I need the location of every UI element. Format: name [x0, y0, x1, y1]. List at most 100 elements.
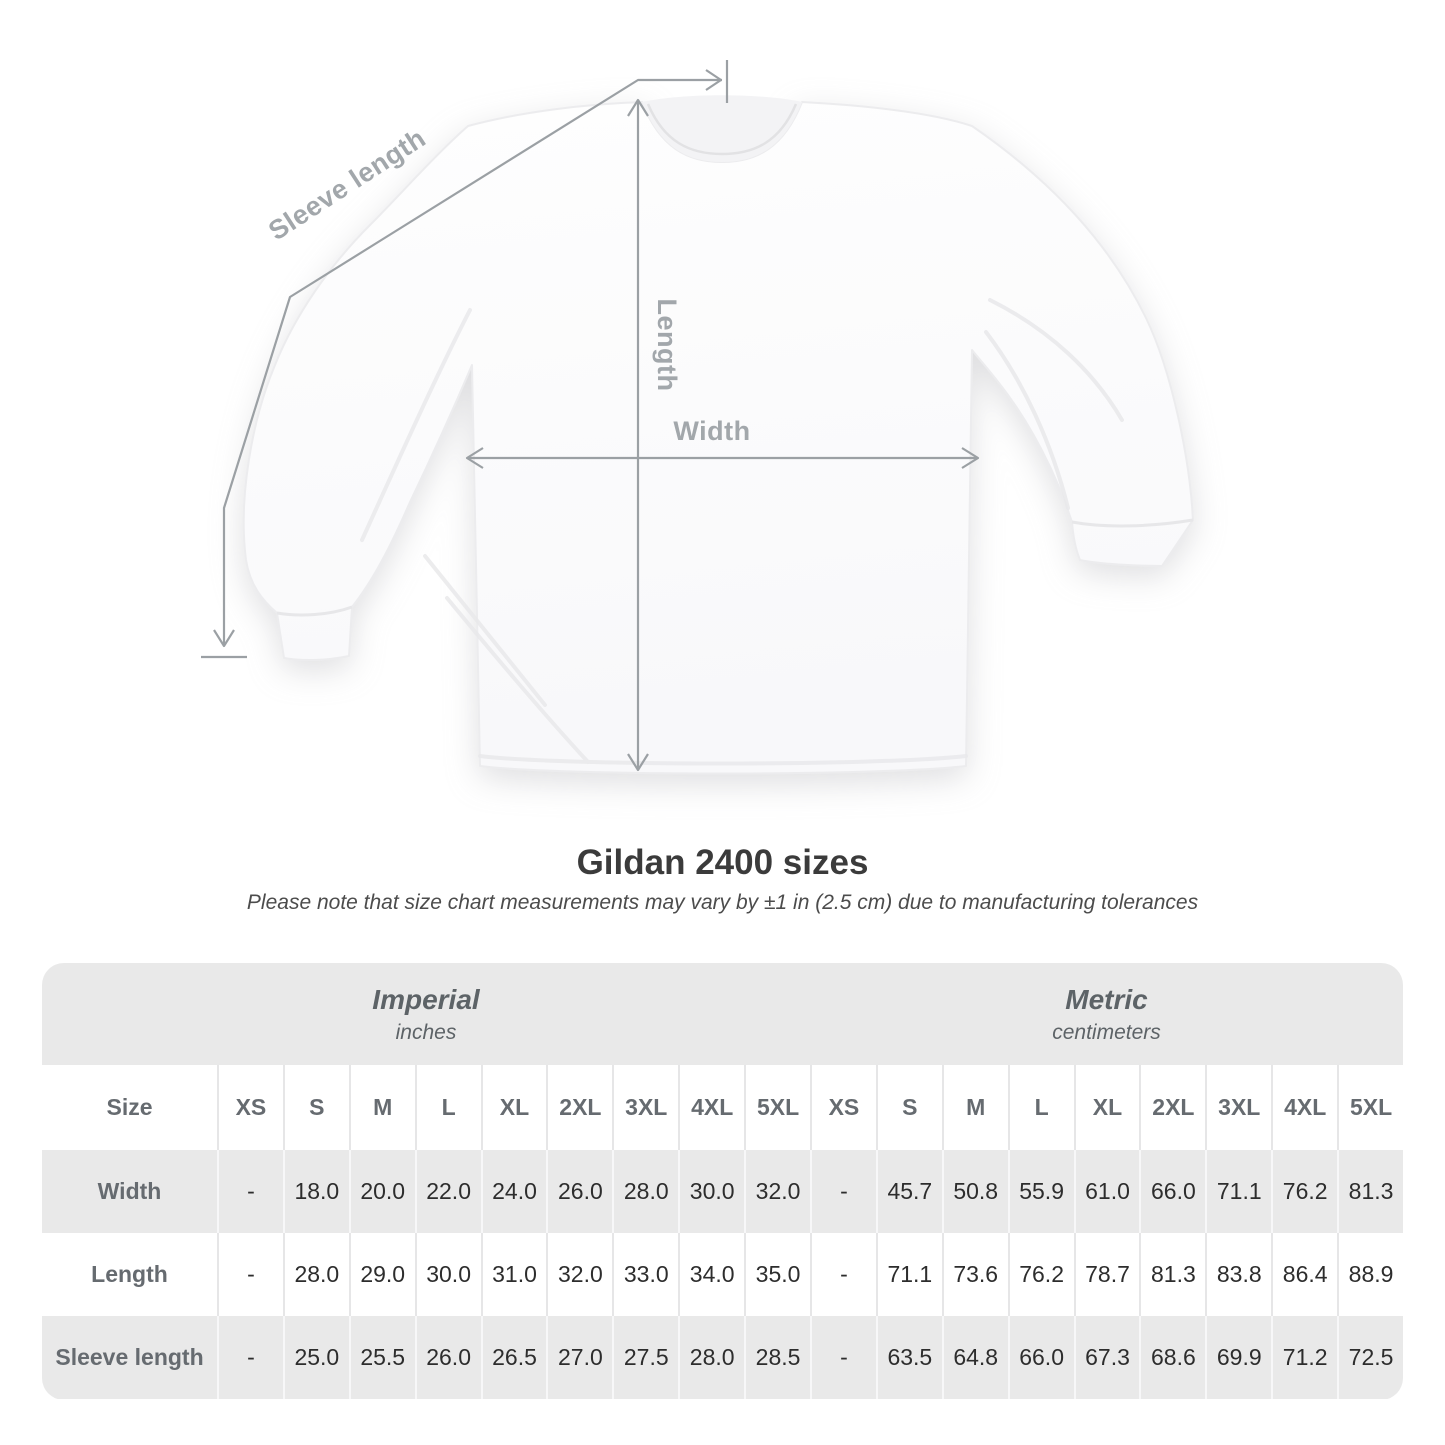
row-label: Width	[97, 1178, 162, 1204]
size-col-header-metric: XS	[809, 1065, 876, 1150]
left-cuff-seam	[276, 605, 353, 617]
size-col-header-imperial: XL	[480, 1065, 547, 1150]
value-cell-metric: 71.2	[1271, 1316, 1337, 1399]
value-cell-imperial: 24.0	[480, 1150, 547, 1233]
value-cell-metric: 73.6	[941, 1233, 1008, 1316]
value-cell-imperial: 32.0	[546, 1233, 612, 1316]
sleeve-length-arrow	[201, 60, 729, 659]
size-col-header-metric: 5XL	[1337, 1065, 1403, 1150]
length-arrow	[627, 98, 649, 772]
size-col-header-imperial: 4XL	[678, 1065, 744, 1150]
value-cell-metric: 86.4	[1271, 1233, 1337, 1316]
size-col-header-metric: 3XL	[1205, 1065, 1271, 1150]
value-cell-metric: 76.2	[1007, 1233, 1074, 1316]
size-col-header-metric: XL	[1073, 1065, 1140, 1150]
value-cell-imperial: 30.0	[678, 1150, 744, 1233]
value-cell-imperial: 27.0	[546, 1316, 612, 1399]
value-cell-metric: 66.0	[1139, 1150, 1205, 1233]
imperial-unit-label: inches	[395, 1020, 457, 1044]
size-col-header-imperial: 5XL	[744, 1065, 810, 1150]
value-cell-metric: 61.0	[1073, 1150, 1140, 1233]
value-cell-imperial: 31.0	[480, 1233, 547, 1316]
row-label: Sleeve length	[55, 1344, 204, 1370]
value-cell-imperial: 34.0	[678, 1233, 744, 1316]
shirt-silhouette	[242, 95, 1194, 775]
size-col-header-imperial: L	[414, 1065, 481, 1150]
value-cell-metric: -	[809, 1316, 876, 1399]
value-cell-metric: 45.7	[875, 1150, 942, 1233]
value-cell-metric: -	[809, 1233, 876, 1316]
value-cell-imperial: 25.5	[348, 1316, 415, 1399]
value-cell-imperial: 30.0	[414, 1233, 481, 1316]
value-cell-metric: 81.3	[1139, 1233, 1205, 1316]
value-cell-imperial: 28.0	[678, 1316, 744, 1399]
size-corner-label: Size	[106, 1094, 153, 1120]
value-cell-imperial: -	[217, 1316, 283, 1399]
value-cell-metric: 63.5	[875, 1316, 942, 1399]
value-cell-metric: 64.8	[941, 1316, 1008, 1399]
fabric-folds	[360, 298, 1124, 766]
shirt-illustration: Sleeve length Length Width	[201, 60, 1194, 775]
value-cell-imperial: 20.0	[348, 1150, 415, 1233]
value-cell-imperial: 29.0	[348, 1233, 415, 1316]
table-row: Width -18.0 20.0 22.0 24.0 26.0 28.0 30.0 32.0-4…	[42, 1150, 1403, 1233]
value-cell-metric: 76.2	[1271, 1150, 1337, 1233]
value-cell-metric: 81.3	[1337, 1150, 1403, 1233]
size-col-header-metric: M	[941, 1065, 1008, 1150]
imperial-unit-header: Imperial inches	[42, 963, 810, 1065]
value-cell-imperial: 32.0	[744, 1150, 810, 1233]
metric-unit-header: Metric centimeters	[810, 963, 1403, 1065]
value-cell-imperial: 33.0	[612, 1233, 678, 1316]
size-col-header-metric: 4XL	[1271, 1065, 1337, 1150]
right-cuff-seam	[1071, 518, 1194, 528]
value-cell-imperial: 26.0	[414, 1316, 481, 1399]
metric-unit-label: centimeters	[1052, 1020, 1161, 1044]
value-cell-imperial: -	[217, 1150, 283, 1233]
value-cell-metric: 71.1	[875, 1233, 942, 1316]
collar-band-seam	[646, 103, 798, 156]
width-arrow	[465, 447, 980, 469]
size-col-header-imperial: 2XL	[546, 1065, 612, 1150]
value-cell-metric: 66.0	[1007, 1316, 1074, 1399]
width-label: Width	[673, 416, 750, 446]
unit-header-band: Imperial inches Metric centimeters	[42, 963, 1403, 1065]
row-label: Length	[91, 1261, 168, 1287]
metric-label: Metric	[1065, 983, 1148, 1015]
value-cell-metric: 55.9	[1007, 1150, 1074, 1233]
size-col-header-metric: S	[875, 1065, 942, 1150]
table-row: Sleeve length -25.0 25.5 26.0 26.5 27.0 27.5 28…	[42, 1316, 1403, 1399]
size-col-header-imperial: M	[348, 1065, 415, 1150]
value-cell-imperial: 25.0	[282, 1316, 349, 1399]
value-cell-metric: 67.3	[1073, 1316, 1140, 1399]
size-col-header-imperial: XS	[217, 1065, 283, 1150]
size-col-header-imperial: S	[282, 1065, 349, 1150]
value-cell-imperial: 35.0	[744, 1233, 810, 1316]
size-col-header-metric: L	[1007, 1065, 1074, 1150]
value-cell-imperial: 27.5	[612, 1316, 678, 1399]
value-cell-metric: 78.7	[1073, 1233, 1140, 1316]
imperial-label: Imperial	[372, 983, 480, 1015]
size-header-row: Size XS S M L XL 2XL 3XL 4XL 5XL XS S M L XL 2XL 3XL 4XL…	[42, 1065, 1403, 1150]
value-cell-metric: 71.1	[1205, 1150, 1271, 1233]
value-cell-imperial: 28.5	[744, 1316, 810, 1399]
value-cell-imperial: 18.0	[282, 1150, 349, 1233]
value-cell-metric: 68.6	[1139, 1316, 1205, 1399]
page-title: Gildan 2400 sizes	[576, 843, 869, 882]
value-cell-imperial: 26.0	[546, 1150, 612, 1233]
size-col-header-metric: 2XL	[1139, 1065, 1205, 1150]
value-cell-metric: 69.9	[1205, 1316, 1271, 1399]
length-label: Length	[652, 299, 682, 392]
table-rows: Width -18.0 20.0 22.0 24.0 26.0 28.0 30.0 32.0-4…	[42, 1150, 1403, 1399]
value-cell-imperial: -	[217, 1233, 283, 1316]
size-col-header-imperial: 3XL	[612, 1065, 678, 1150]
value-cell-metric: -	[809, 1150, 876, 1233]
table-row: Length -28.0 29.0 30.0 31.0 32.0 33.0 34.0 35.0-…	[42, 1233, 1403, 1316]
value-cell-metric: 72.5	[1337, 1316, 1403, 1399]
value-cell-metric: 83.8	[1205, 1233, 1271, 1316]
value-cell-imperial: 22.0	[414, 1150, 481, 1233]
value-cell-metric: 50.8	[941, 1150, 1008, 1233]
value-cell-imperial: 26.5	[480, 1316, 547, 1399]
page-subtitle: Please note that size chart measurements…	[246, 891, 1199, 914]
value-cell-metric: 88.9	[1337, 1233, 1403, 1316]
